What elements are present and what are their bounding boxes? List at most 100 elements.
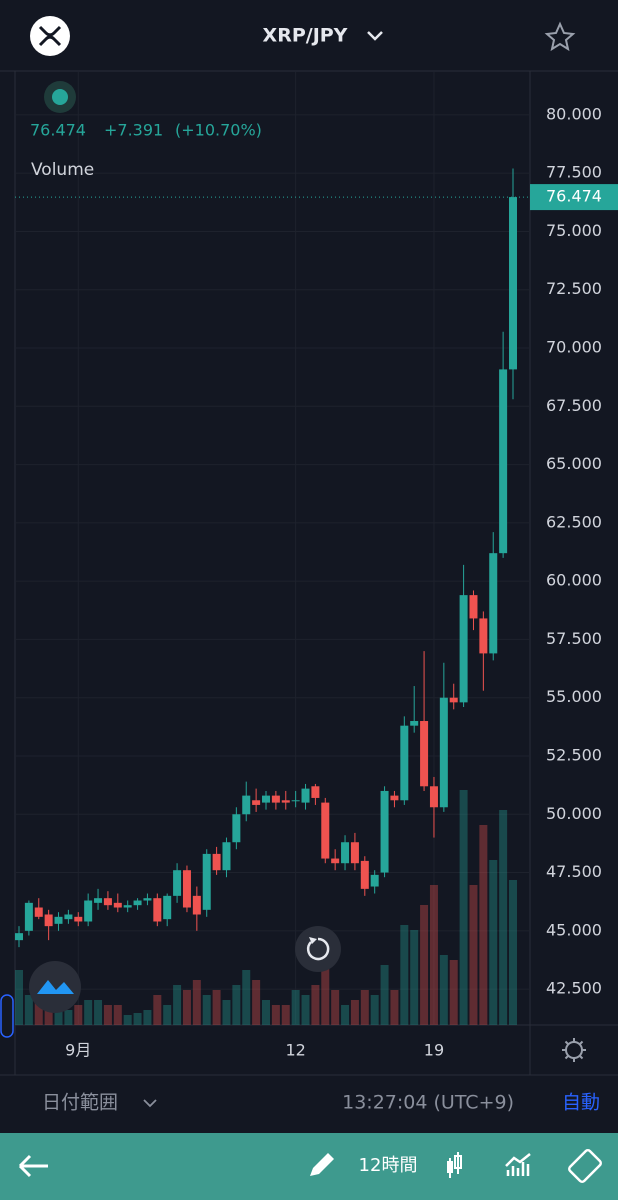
- volume-label: Volume: [31, 160, 94, 180]
- volume-bar: [252, 980, 261, 1025]
- candle-body: [469, 595, 478, 619]
- interval-button[interactable]: 12時間: [359, 1155, 418, 1176]
- candle-body: [103, 898, 112, 906]
- candle-body: [439, 697, 448, 808]
- candle-body: [301, 788, 310, 803]
- candle-body: [84, 900, 93, 922]
- clock: 13:27:04 (UTC+9): [342, 1092, 514, 1114]
- volume-bar: [242, 970, 251, 1025]
- rotate-button[interactable]: [568, 1149, 602, 1183]
- last-price-label: 76.474: [546, 187, 602, 206]
- y-tick-label: 70.000: [546, 338, 602, 357]
- candle-body: [15, 933, 23, 941]
- volume-bar: [44, 1005, 53, 1025]
- candle-body: [202, 853, 211, 910]
- volume-bar: [262, 1000, 270, 1025]
- y-tick-label: 42.500: [546, 979, 602, 998]
- volume-bar: [271, 1005, 280, 1025]
- volume-bar: [400, 925, 409, 1025]
- candle-body: [331, 858, 340, 864]
- candle-body: [449, 697, 458, 703]
- candle-body: [74, 916, 83, 922]
- auto-scale[interactable]: 自動: [562, 1092, 600, 1114]
- candle-body: [489, 553, 498, 654]
- draw-button[interactable]: [310, 1153, 334, 1176]
- candle-body: [252, 800, 261, 805]
- volume-bar: [113, 1005, 122, 1025]
- volume-bar: [24, 995, 33, 1025]
- volume-bar: [331, 990, 340, 1025]
- candle-body: [262, 795, 270, 803]
- legend-last: 76.474: [30, 121, 86, 140]
- logo-button[interactable]: [29, 961, 81, 1013]
- symbol-title[interactable]: XRP/JPY: [263, 25, 348, 47]
- candle-body: [153, 898, 162, 922]
- back-button[interactable]: [18, 1154, 48, 1178]
- volume-bar: [163, 1005, 172, 1025]
- logo-icon: [37, 980, 74, 994]
- candle-body: [242, 795, 251, 815]
- y-tick-label: 47.500: [546, 862, 602, 881]
- volume-bar: [449, 960, 458, 1025]
- x-tick-label: 9月: [65, 1041, 91, 1060]
- y-tick-label: 45.000: [546, 920, 602, 939]
- volume-bar: [301, 995, 310, 1025]
- y-tick-label: 55.000: [546, 687, 602, 706]
- candle-body: [182, 870, 191, 908]
- volume-bar: [15, 970, 23, 1025]
- candle-body: [479, 618, 488, 654]
- candle-body: [94, 898, 103, 903]
- volume-bar: [143, 1010, 152, 1025]
- candle-body: [212, 853, 221, 871]
- volume-bar: [133, 1013, 142, 1025]
- candle-body: [459, 595, 468, 703]
- candle-body: [113, 902, 122, 908]
- volume-bar: [420, 905, 429, 1025]
- volume-bar: [202, 995, 211, 1025]
- date-range[interactable]: 日付範囲: [42, 1092, 118, 1114]
- volume-bar: [182, 990, 191, 1025]
- volume-bar: [311, 985, 320, 1025]
- legend-change: +7.391: [104, 121, 163, 140]
- reset-icon: [306, 937, 330, 961]
- scroll-handle[interactable]: [0, 994, 14, 1038]
- volume-bar: [459, 790, 468, 1025]
- candle-body: [410, 721, 419, 726]
- volume-bar: [479, 825, 488, 1025]
- candle-body: [192, 895, 201, 915]
- toolbar: [0, 1133, 618, 1200]
- volume-bar: [410, 930, 419, 1025]
- volume-bar: [123, 1015, 132, 1025]
- candle-body: [163, 895, 172, 920]
- y-tick-label: 62.500: [546, 512, 602, 531]
- status-dot: [52, 89, 68, 105]
- reset-button[interactable]: [295, 926, 341, 972]
- candle-body: [311, 786, 320, 798]
- volume-bar: [34, 1000, 43, 1025]
- volume-bar: [489, 860, 498, 1025]
- y-tick-label: 80.000: [546, 104, 602, 123]
- candle-body: [400, 725, 409, 801]
- candle-body: [350, 842, 359, 864]
- candle-body: [24, 902, 33, 931]
- volume-bar: [84, 1000, 93, 1025]
- chart-type-icon: [454, 1155, 462, 1169]
- indicators-button[interactable]: [505, 1153, 531, 1176]
- x-tick-label: 19: [424, 1041, 444, 1060]
- symbol-chevron[interactable]: [367, 31, 383, 41]
- candle-body: [44, 914, 53, 927]
- date-range-chevron[interactable]: [143, 1099, 157, 1108]
- volume-bar: [321, 965, 330, 1025]
- y-tick-label: 75.000: [546, 221, 602, 240]
- volume-bar: [94, 1000, 103, 1025]
- x-tick-label: 12: [285, 1041, 305, 1060]
- logo-mark: [38, 25, 62, 47]
- y-tick-label: 52.500: [546, 745, 602, 764]
- candle-body: [509, 197, 517, 370]
- favorite-star[interactable]: [544, 21, 576, 52]
- volume-bar: [469, 885, 478, 1025]
- volume-bar: [341, 1005, 350, 1025]
- y-tick-label: 67.500: [546, 396, 602, 415]
- volume-bar: [103, 1005, 112, 1025]
- candle-body: [271, 795, 280, 803]
